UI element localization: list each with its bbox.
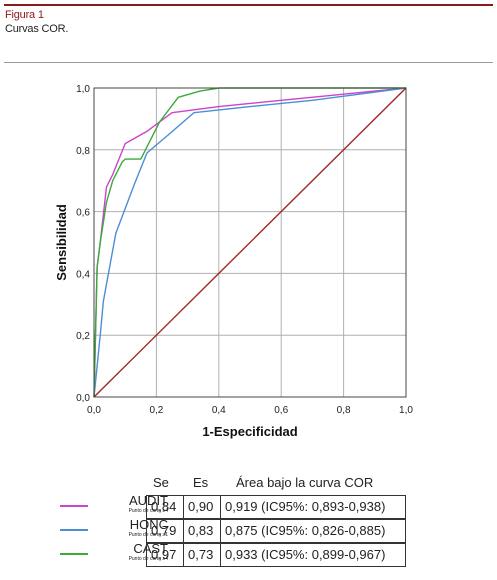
- x-tick-label: 0,8: [337, 405, 351, 416]
- auc-value: 0,919 (IC95%: 0,893-0,938): [225, 499, 386, 514]
- legend-swatch: [60, 529, 88, 531]
- y-axis-title: Sensibilidad: [54, 204, 69, 281]
- y-tick-label: 0,8: [76, 146, 90, 157]
- chart-ticks: 0,0 0,2 0,4 0,6 0,8 1,0 0,0 0,2 0,4 0,6 0,8 1,0: [76, 84, 413, 416]
- header-divider: [4, 62, 493, 63]
- auc-box: 0,919 (IC95%: 0,893-0,938): [220, 495, 406, 519]
- es-value: 0,83: [188, 523, 214, 538]
- es-box: 0,83: [183, 519, 221, 543]
- auc-box: 0,933 (IC95%: 0,899-0,967): [220, 543, 406, 567]
- series-line-reference: [93, 87, 407, 398]
- se-value: 0,84: [151, 499, 177, 514]
- x-tick-label: 0,0: [87, 405, 101, 416]
- es-box: 0,73: [183, 543, 221, 567]
- se-value: 0,97: [151, 547, 177, 562]
- roc-chart: 0,0 0,2 0,4 0,6 0,8 1,0 0,0 0,2 0,4 0,6 0,8 1,0 1-E…: [54, 84, 413, 439]
- x-tick-label: 1,0: [399, 405, 413, 416]
- y-tick-label: 0,0: [76, 393, 90, 404]
- series-name: AUDIT: [129, 493, 168, 508]
- es-box: 0,90: [183, 495, 221, 519]
- auc-value: 0,933 (IC95%: 0,899-0,967): [225, 547, 386, 562]
- x-tick-label: 0,4: [212, 405, 226, 416]
- y-tick-label: 0,4: [76, 269, 90, 280]
- auc-box: 0,875 (IC95%: 0,826-0,885): [220, 519, 406, 543]
- x-tick-label: 0,2: [149, 405, 163, 416]
- series-line-honc: [93, 87, 407, 398]
- series-line-cast: [93, 87, 406, 398]
- cutoff-note: Punto de corte ≥1: [128, 532, 168, 538]
- cutoff-note: Punto de corte ≥4: [128, 508, 168, 514]
- legend-swatch: [60, 553, 88, 555]
- plot-frame: [93, 87, 407, 398]
- se-box: 0,79: [146, 519, 184, 543]
- top-rule: [4, 4, 493, 6]
- se-value: 0,79: [151, 523, 177, 538]
- es-value: 0,90: [188, 499, 214, 514]
- header-se: Se: [153, 475, 169, 490]
- chart-series: [93, 87, 407, 398]
- legend-swatch: [60, 505, 88, 507]
- y-tick-label: 0,2: [76, 331, 90, 342]
- figure-label: Figura 1: [5, 9, 44, 21]
- es-value: 0,73: [188, 547, 214, 562]
- y-tick-label: 1,0: [76, 84, 90, 95]
- series-name: CAST: [133, 541, 168, 556]
- y-tick-label: 0,6: [76, 208, 90, 219]
- se-box: 0,97: [146, 543, 184, 567]
- x-tick-label: 0,6: [274, 405, 288, 416]
- auc-value: 0,875 (IC95%: 0,826-0,885): [225, 523, 386, 538]
- header-es: Es: [193, 475, 209, 490]
- se-box: 0,84: [146, 495, 184, 519]
- header-auc: Área bajo la curva COR: [236, 475, 374, 490]
- cutoff-note: Punto de corte ≥4: [128, 556, 168, 562]
- series-name: HONC: [129, 517, 168, 532]
- x-axis-title: 1-Especificidad: [202, 424, 297, 439]
- figure-caption: Curvas COR.: [5, 23, 69, 35]
